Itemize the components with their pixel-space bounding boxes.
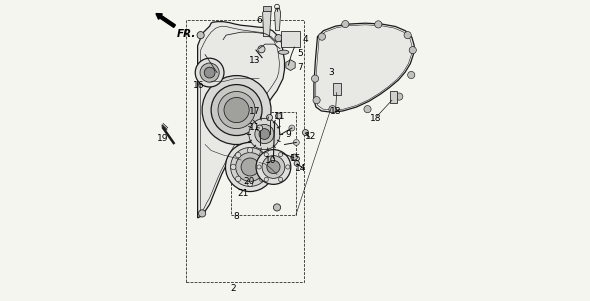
Text: 20: 20 (244, 177, 255, 185)
Circle shape (247, 181, 253, 186)
Polygon shape (263, 8, 271, 37)
Bar (390, 91, 398, 103)
Circle shape (204, 67, 215, 78)
Circle shape (197, 32, 204, 39)
Circle shape (342, 20, 349, 28)
Polygon shape (314, 23, 414, 112)
Circle shape (319, 33, 326, 40)
Circle shape (312, 75, 319, 82)
Circle shape (200, 63, 219, 82)
Circle shape (291, 155, 297, 161)
Bar (281, 31, 300, 47)
Circle shape (211, 85, 262, 135)
Circle shape (291, 154, 297, 160)
Text: 3: 3 (328, 68, 334, 77)
Circle shape (313, 97, 320, 104)
Circle shape (278, 152, 283, 157)
Circle shape (267, 160, 280, 174)
Circle shape (364, 106, 371, 113)
Text: 6: 6 (257, 16, 263, 25)
Circle shape (329, 106, 336, 113)
Text: 21: 21 (238, 189, 249, 198)
Text: 11: 11 (274, 112, 285, 120)
Polygon shape (198, 22, 284, 218)
Circle shape (198, 210, 206, 217)
Circle shape (294, 161, 300, 166)
Circle shape (264, 177, 268, 182)
Circle shape (262, 156, 285, 178)
Polygon shape (286, 60, 295, 70)
Bar (186, 20, 304, 282)
FancyArrow shape (156, 14, 175, 27)
Text: FR.: FR. (176, 29, 196, 39)
Bar (333, 83, 340, 95)
Circle shape (303, 129, 309, 135)
Text: 10: 10 (266, 156, 277, 165)
Circle shape (231, 147, 270, 186)
Polygon shape (274, 8, 281, 31)
Circle shape (259, 152, 265, 158)
Circle shape (259, 176, 265, 182)
Circle shape (241, 158, 259, 176)
Circle shape (255, 124, 274, 144)
Circle shape (225, 142, 274, 191)
Circle shape (257, 165, 261, 169)
Text: 2: 2 (231, 284, 237, 293)
Text: 18: 18 (369, 114, 381, 123)
Circle shape (286, 165, 290, 169)
Circle shape (276, 113, 281, 119)
Circle shape (258, 46, 265, 53)
Text: 14: 14 (296, 164, 307, 173)
Circle shape (267, 115, 273, 120)
Circle shape (235, 176, 241, 182)
Circle shape (235, 152, 241, 158)
Text: 18: 18 (330, 107, 341, 116)
Text: 5: 5 (297, 49, 303, 57)
Circle shape (273, 204, 281, 211)
Circle shape (404, 32, 411, 39)
Circle shape (264, 164, 270, 170)
Text: 7: 7 (297, 63, 303, 72)
Circle shape (231, 164, 236, 170)
Text: 15: 15 (290, 154, 301, 163)
Circle shape (264, 152, 268, 157)
Text: 12: 12 (305, 132, 316, 141)
Bar (231, 112, 296, 215)
Circle shape (259, 129, 270, 139)
Circle shape (202, 76, 271, 144)
Text: 8: 8 (233, 212, 239, 221)
Text: 17: 17 (249, 107, 260, 116)
Text: 9: 9 (286, 129, 291, 138)
Ellipse shape (278, 50, 289, 54)
Text: 13: 13 (249, 56, 260, 65)
Circle shape (275, 35, 282, 42)
Circle shape (289, 125, 295, 131)
Circle shape (375, 21, 382, 28)
Circle shape (235, 153, 264, 182)
Circle shape (409, 47, 417, 54)
Circle shape (278, 177, 283, 182)
Circle shape (247, 147, 253, 153)
Circle shape (195, 58, 224, 87)
Circle shape (293, 139, 299, 145)
Text: 4: 4 (302, 35, 308, 44)
Circle shape (218, 92, 255, 129)
Text: 11: 11 (249, 123, 260, 132)
Circle shape (257, 125, 263, 131)
Bar (263, 6, 271, 11)
Circle shape (396, 93, 403, 100)
Circle shape (256, 150, 291, 184)
Text: 16: 16 (193, 81, 204, 90)
Circle shape (224, 98, 249, 123)
Circle shape (249, 118, 280, 150)
Text: 19: 19 (158, 134, 169, 143)
Circle shape (408, 71, 415, 79)
